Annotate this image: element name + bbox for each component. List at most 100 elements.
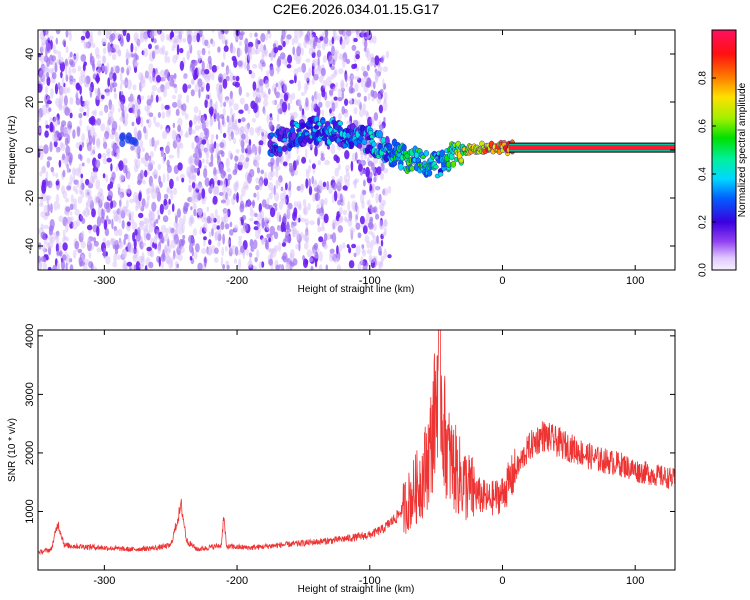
noise-speck [208,231,212,238]
noise-speck [355,54,360,60]
noise-speck [238,258,242,270]
noise-speck [300,217,306,222]
colorbar-tick-label: 0.8 [698,71,709,85]
noise-speck [302,205,309,216]
noise-speck [237,48,243,57]
noise-speck [358,163,363,172]
noise-speck [273,231,279,240]
noise-speck [230,107,233,116]
noise-speck [99,110,104,116]
noise-speck [333,96,338,101]
noise-speck [170,259,174,268]
noise-speck [305,84,309,91]
noise-speck [316,208,321,215]
noise-speck [154,121,161,128]
noise-speck [379,250,382,256]
noise-speck [364,39,368,49]
noise-speck [286,63,292,69]
noise-speck [185,130,189,138]
noise-speck [274,205,278,212]
noise-speck [254,212,258,218]
noise-speck [308,67,312,77]
noise-speck [301,156,307,164]
noise-speck [355,245,361,256]
noise-speck [360,169,366,174]
noise-speck [114,247,119,255]
noise-speck [162,130,168,140]
noise-speck [287,209,291,220]
noise-speck [58,159,62,168]
signal-blob [371,141,377,148]
snr-line [38,330,675,556]
noise-speck [43,224,49,230]
noise-speck [329,248,335,254]
noise-speck [376,185,379,192]
noise-speck [366,77,372,89]
noise-speck [64,237,70,242]
noise-speck [171,94,177,100]
noise-speck [149,30,155,39]
noise-speck [191,35,198,43]
noise-speck [187,34,192,45]
noise-speck [210,138,214,147]
noise-speck [308,257,314,263]
noise-speck [68,30,72,36]
noise-speck [281,255,287,260]
noise-speck [252,239,258,250]
noise-speck [365,262,369,267]
noise-speck [113,87,117,93]
noise-speck [155,94,159,103]
noise-speck [337,164,341,171]
noise-speck [106,215,109,222]
noise-speck [135,54,139,61]
noise-speck [237,118,242,124]
noise-speck [198,151,203,159]
noise-speck [153,116,157,124]
noise-speck [162,173,166,183]
noise-speck [145,188,150,196]
noise-speck [243,61,247,70]
noise-speck [139,32,145,43]
noise-speck [212,223,218,231]
noise-speck [97,191,103,199]
noise-speck [134,228,138,236]
noise-speck [210,108,213,117]
noise-speck [336,257,340,263]
noise-speck [125,164,128,175]
noise-speck [200,86,204,93]
noise-speck [112,72,117,82]
noise-speck [60,260,65,270]
noise-speck [318,101,323,108]
snr-x-tick-label: 0 [499,575,505,587]
noise-speck [264,171,268,180]
noise-speck [338,206,343,215]
noise-speck [122,158,128,165]
noise-speck [338,244,343,252]
noise-speck [223,208,229,219]
noise-speck [249,32,253,38]
noise-speck [81,162,85,167]
noise-speck [312,193,316,203]
noise-speck [322,55,327,63]
noise-speck [203,238,206,247]
noise-speck [78,113,83,119]
noise-speck [81,182,85,190]
noise-speck [120,241,124,248]
noise-speck [273,245,279,252]
noise-speck [95,159,101,169]
noise-speck [334,101,339,109]
signal-blob [423,149,429,157]
noise-speck [132,138,139,147]
noise-speck [221,115,225,126]
noise-speck [146,246,152,252]
noise-speck [165,247,170,256]
noise-speck [40,231,46,240]
noise-speck [277,108,283,115]
noise-speck [354,151,358,162]
noise-speck [333,190,338,202]
noise-speck [69,174,73,185]
noise-speck [268,237,271,243]
noise-speck [362,103,366,112]
noise-speck [351,30,355,34]
noise-speck [179,60,185,71]
